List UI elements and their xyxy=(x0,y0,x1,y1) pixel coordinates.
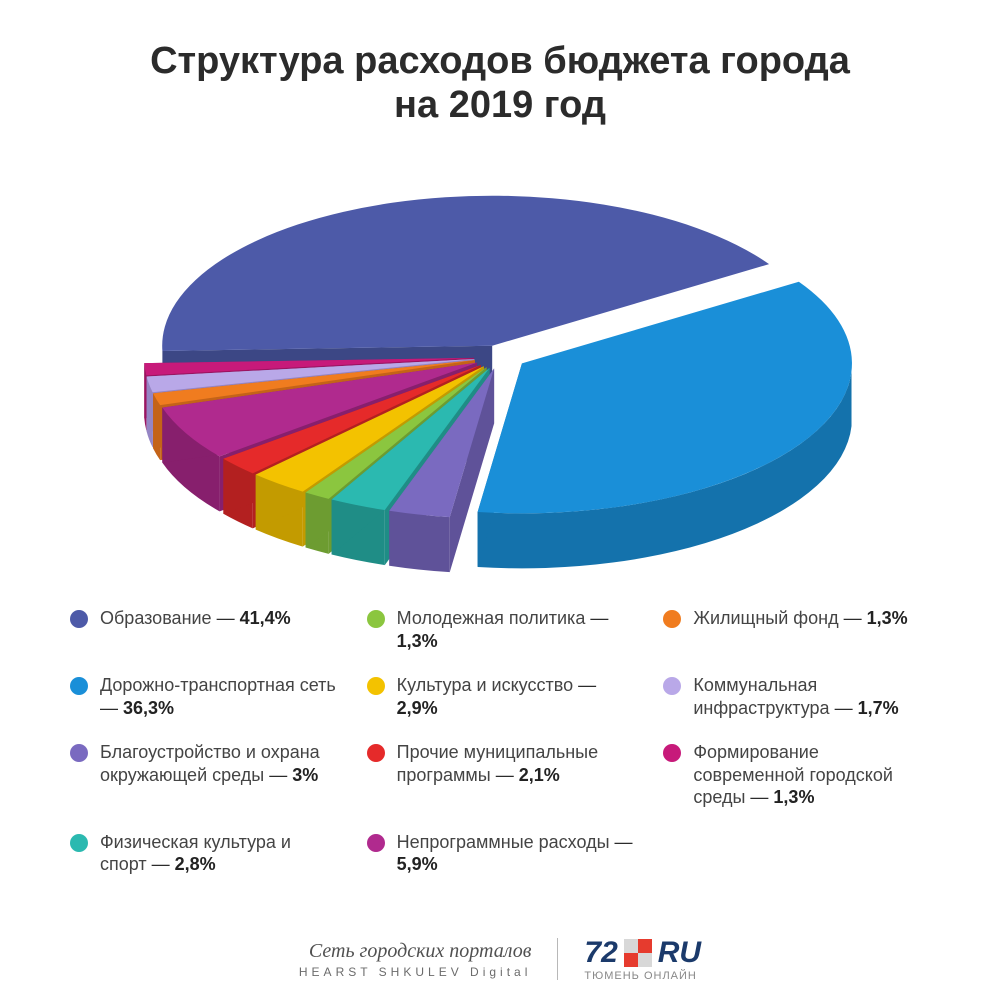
legend-value: 2,8% xyxy=(175,854,216,874)
legend-item: Молодежная политика — 1,3% xyxy=(367,607,634,652)
legend: Образование — 41,4% Дорожно-транспортная … xyxy=(0,587,1000,876)
logo-number: 72 xyxy=(584,936,617,970)
logo-squares-icon xyxy=(624,939,652,967)
legend-value: 1,3% xyxy=(773,787,814,807)
legend-value: 5,9% xyxy=(397,854,438,874)
legend-label: Благоустройство и охрана окружающей сред… xyxy=(100,742,320,785)
page-title: Структура расходов бюджета города на 201… xyxy=(0,0,1000,137)
legend-item: Физическая культура и спорт — 2,8% xyxy=(70,831,337,876)
legend-label: Прочие муниципальные программы xyxy=(397,742,598,785)
legend-value: 2,1% xyxy=(519,765,560,785)
network-title: Сеть городских порталов xyxy=(299,940,532,963)
site-logo: 72 RU ТЮМЕНЬ ОНЛАЙН xyxy=(584,936,701,982)
legend-value: 1,3% xyxy=(867,608,908,628)
legend-label: Образование xyxy=(100,608,212,628)
legend-label: Дорожно-транспортная сеть xyxy=(100,675,336,695)
legend-item: Формирование современной городской среды… xyxy=(663,741,930,809)
logo-tagline: ТЮМЕНЬ ОНЛАЙН xyxy=(584,970,701,982)
legend-item: Культура и искусство — 2,9% xyxy=(367,674,634,719)
legend-dot-icon xyxy=(70,834,88,852)
legend-label: Молодежная политика xyxy=(397,608,586,628)
legend-dot-icon xyxy=(367,677,385,695)
legend-label: Непрограммные расходы xyxy=(397,832,610,852)
network-subtitle: HEARST SHKULEV Digital xyxy=(299,965,532,979)
legend-item: Прочие муниципальные программы — 2,1% xyxy=(367,741,634,809)
legend-dot-icon xyxy=(663,677,681,695)
footer-divider xyxy=(557,938,558,980)
legend-dot-icon xyxy=(367,610,385,628)
legend-item: Образование — 41,4% xyxy=(70,607,337,652)
legend-value: 1,3% xyxy=(397,631,438,651)
pie-chart xyxy=(0,147,1000,587)
legend-item: Коммунальная инфраструктура — 1,7% xyxy=(663,674,930,719)
legend-dot-icon xyxy=(663,610,681,628)
footer: Сеть городских порталов HEARST SHKULEV D… xyxy=(0,936,1000,982)
legend-dot-icon xyxy=(663,744,681,762)
legend-item: Дорожно-транспортная сеть — 36,3% xyxy=(70,674,337,719)
logo-ru: RU xyxy=(658,936,701,970)
legend-label: Коммунальная инфраструктура xyxy=(693,675,829,718)
legend-dot-icon xyxy=(70,677,88,695)
legend-label: Жилищный фонд xyxy=(693,608,838,628)
title-line2: на 2019 год xyxy=(394,84,606,126)
legend-value: 41,4% xyxy=(240,608,291,628)
network-credit: Сеть городских порталов HEARST SHKULEV D… xyxy=(299,940,532,979)
legend-dot-icon xyxy=(70,610,88,628)
legend-item: Благоустройство и охрана окружающей сред… xyxy=(70,741,337,809)
legend-value: 1,7% xyxy=(858,698,899,718)
legend-value: 2,9% xyxy=(397,698,438,718)
legend-value: 36,3% xyxy=(123,698,174,718)
legend-label: Культура и искусство xyxy=(397,675,573,695)
title-line1: Структура расходов бюджета города xyxy=(150,40,850,82)
legend-item: Жилищный фонд — 1,3% xyxy=(663,607,930,652)
legend-dot-icon xyxy=(70,744,88,762)
legend-dot-icon xyxy=(367,834,385,852)
legend-item: Непрограммные расходы — 5,9% xyxy=(367,831,634,876)
legend-dot-icon xyxy=(367,744,385,762)
legend-value: 3% xyxy=(292,765,318,785)
